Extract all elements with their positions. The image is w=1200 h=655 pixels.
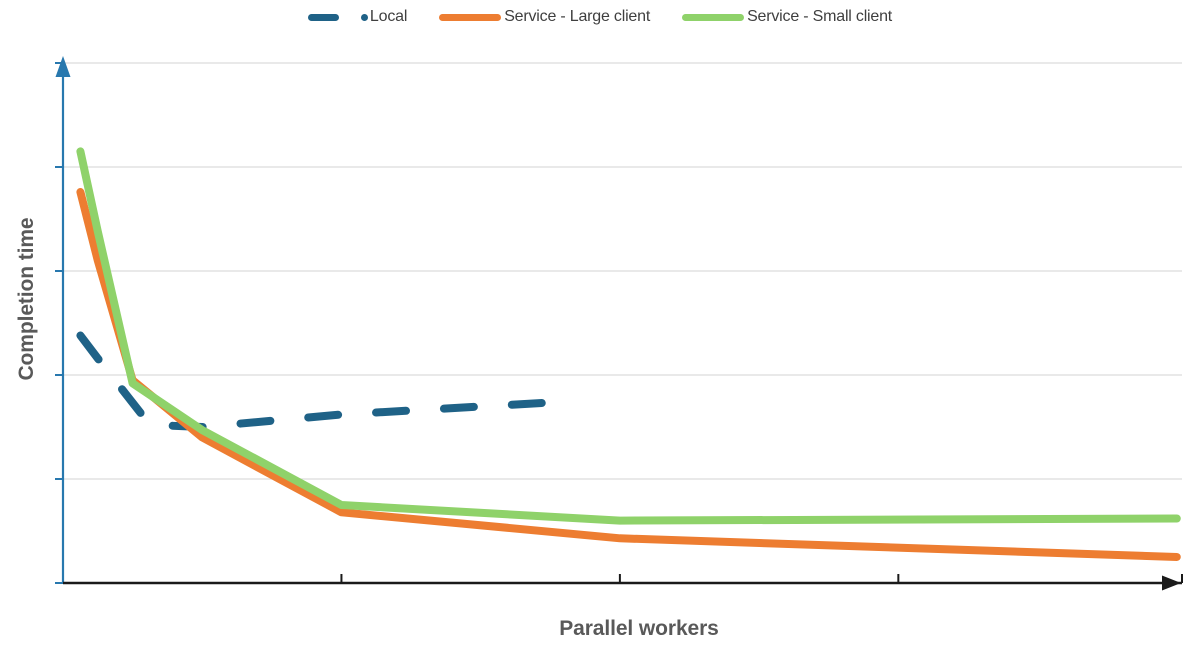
series-line-local: [76, 331, 563, 431]
legend-item-local: Local: [307, 6, 408, 28]
legend-label-service-small-client: Service - Small client: [747, 8, 893, 25]
series-line-service-large-client: [76, 188, 1181, 561]
x-axis-title: Parallel workers: [559, 617, 719, 640]
x-axis-arrow-icon: [1162, 575, 1181, 591]
legend-item-service-small-client: Service - Small client: [682, 6, 892, 28]
legend-marker-line-icon: [439, 13, 502, 21]
legend-marker-local-dashdot-icon: [307, 13, 368, 21]
legend-item-service-large-client: Service - Large client: [439, 6, 650, 28]
dot-icon: [360, 13, 368, 21]
dash-icon: [307, 13, 339, 21]
series-line-service-small-client: [76, 147, 1181, 525]
legend-marker-line-icon: [682, 13, 745, 21]
legend: Local Service - Large client Service - S…: [0, 6, 1200, 28]
legend-label-service-large-client: Service - Large client: [504, 8, 651, 25]
y-axis-arrow-icon: [55, 56, 71, 77]
legend-label-local: Local: [369, 8, 408, 25]
y-axis-title: Completion time: [15, 217, 38, 381]
